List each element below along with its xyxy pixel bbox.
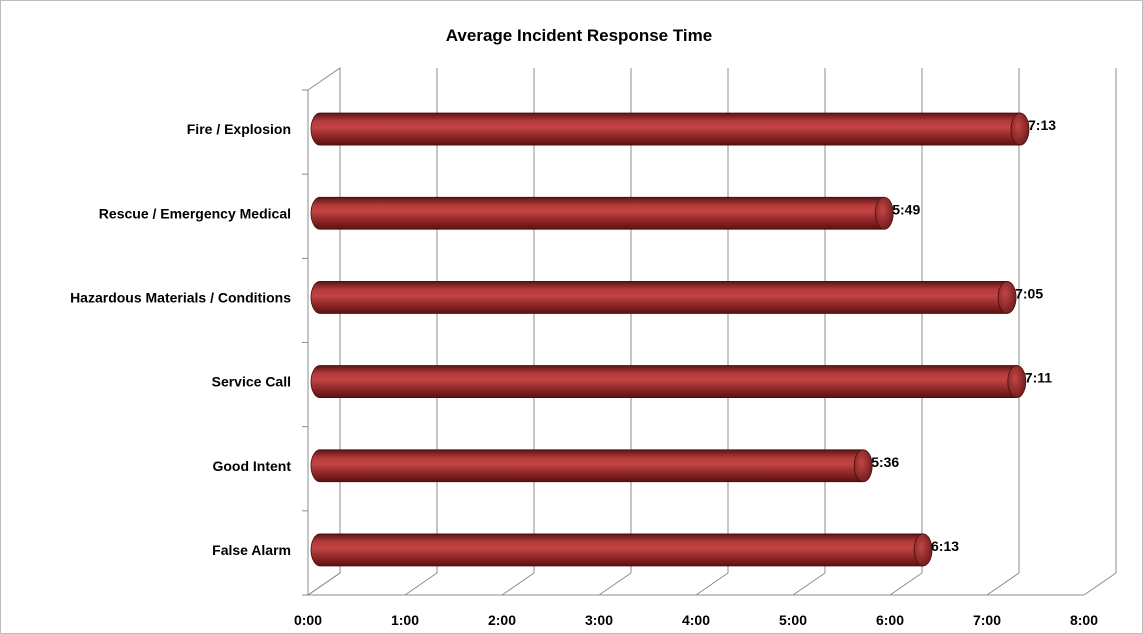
x-tick-labels: 0:00 1:00 2:00 3:00 4:00 5:00 6:00 7:00 8:00 [294, 612, 1098, 628]
gridlines [307, 68, 1117, 596]
data-label-service-call: 7:11 [1025, 370, 1052, 386]
bars [310, 112, 1030, 567]
data-label-false-alarm: 6:13 [931, 538, 959, 554]
bar-good-intent [310, 449, 873, 483]
category-labels: Fire / Explosion Rescue / Emergency Medic… [70, 121, 291, 558]
x-tick-label-1-00: 1:00 [391, 612, 419, 628]
category-label-service-call: Service Call [212, 374, 291, 390]
gridline-3-00 [598, 68, 632, 596]
data-labels: 7:13 5:49 7:05 7:11 5:36 6:13 [871, 117, 1056, 554]
gridline-8-00 [1083, 68, 1117, 596]
category-label-good-intent: Good Intent [212, 458, 291, 474]
category-label-false-alarm: False Alarm [212, 542, 291, 558]
gridline-7-00 [986, 68, 1020, 596]
gridline-1-00 [404, 68, 438, 596]
gridline-4-00 [695, 68, 729, 596]
gridline-5-00 [792, 68, 826, 596]
chart-title: Average Incident Response Time [446, 26, 712, 45]
x-tick-label-3-00: 3:00 [585, 612, 613, 628]
x-tick-label-0-00: 0:00 [294, 612, 322, 628]
category-label-rescue-emergency-medical: Rescue / Emergency Medical [99, 205, 291, 221]
gridline-2-00 [501, 68, 535, 596]
category-label-hazardous-materials-conditions: Hazardous Materials / Conditions [70, 289, 291, 305]
bar-service-call [310, 365, 1027, 398]
bar-fire-explosion [310, 112, 1030, 146]
data-label-hazardous-materials-conditions: 7:05 [1015, 285, 1043, 301]
bar-false-alarm [310, 533, 933, 567]
bar-rescue-emergency-medical [310, 196, 894, 230]
category-label-fire-explosion: Fire / Explosion [187, 121, 291, 137]
gridline-6-00 [889, 68, 923, 596]
axes [302, 67, 1084, 596]
x-tick-label-6-00: 6:00 [876, 612, 904, 628]
data-label-fire-explosion: 7:13 [1028, 117, 1056, 133]
gridline-0-00 [307, 68, 341, 596]
x-tick-label-8-00: 8:00 [1070, 612, 1098, 628]
y-axis-wall [307, 67, 341, 596]
x-tick-label-4-00: 4:00 [682, 612, 710, 628]
data-label-rescue-emergency-medical: 5:49 [892, 201, 920, 217]
data-label-good-intent: 5:36 [871, 454, 899, 470]
x-tick-label-7-00: 7:00 [973, 612, 1001, 628]
bar-hazardous-materials-conditions [310, 281, 1017, 314]
x-tick-label-5-00: 5:00 [779, 612, 807, 628]
x-tick-label-2-00: 2:00 [488, 612, 516, 628]
